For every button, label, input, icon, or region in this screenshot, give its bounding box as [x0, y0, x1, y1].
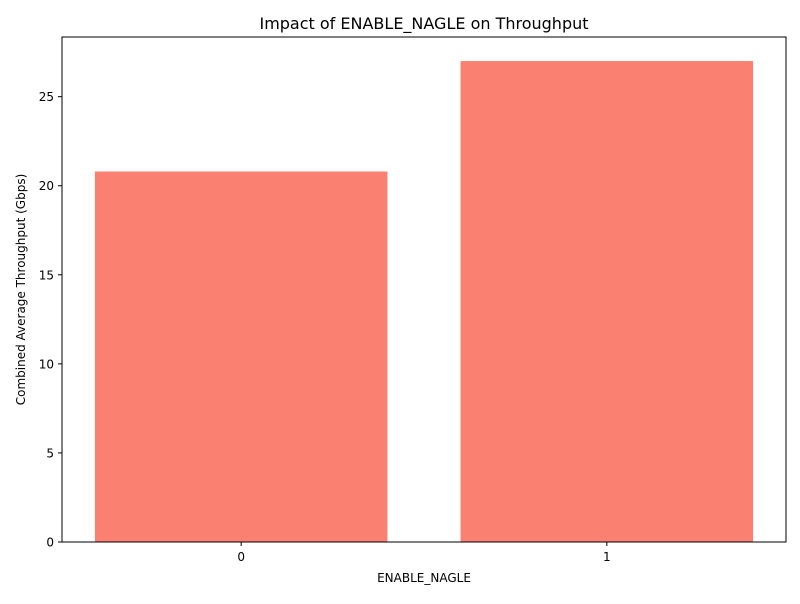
- y-tick-label: 0: [46, 536, 54, 550]
- y-tick-label: 15: [39, 268, 54, 282]
- y-tick-label: 25: [39, 90, 54, 104]
- y-tick-label: 20: [39, 179, 54, 193]
- x-tick-label: 1: [603, 550, 611, 564]
- bar-0: [94, 171, 388, 543]
- chart-title: Impact of ENABLE_NAGLE on Throughput: [259, 14, 588, 34]
- bars-layer: [94, 61, 754, 543]
- x-axis-label: ENABLE_NAGLE: [377, 571, 471, 585]
- y-axis: 0 5 10 15 20 25: [39, 90, 62, 550]
- y-tick-label: 5: [46, 446, 54, 460]
- y-axis-label: Combined Average Throughput (Gbps): [14, 174, 28, 406]
- y-tick-label: 10: [39, 357, 54, 371]
- bar-1: [460, 61, 754, 543]
- plot-frame: [61, 36, 787, 543]
- x-tick-label: 0: [237, 550, 245, 564]
